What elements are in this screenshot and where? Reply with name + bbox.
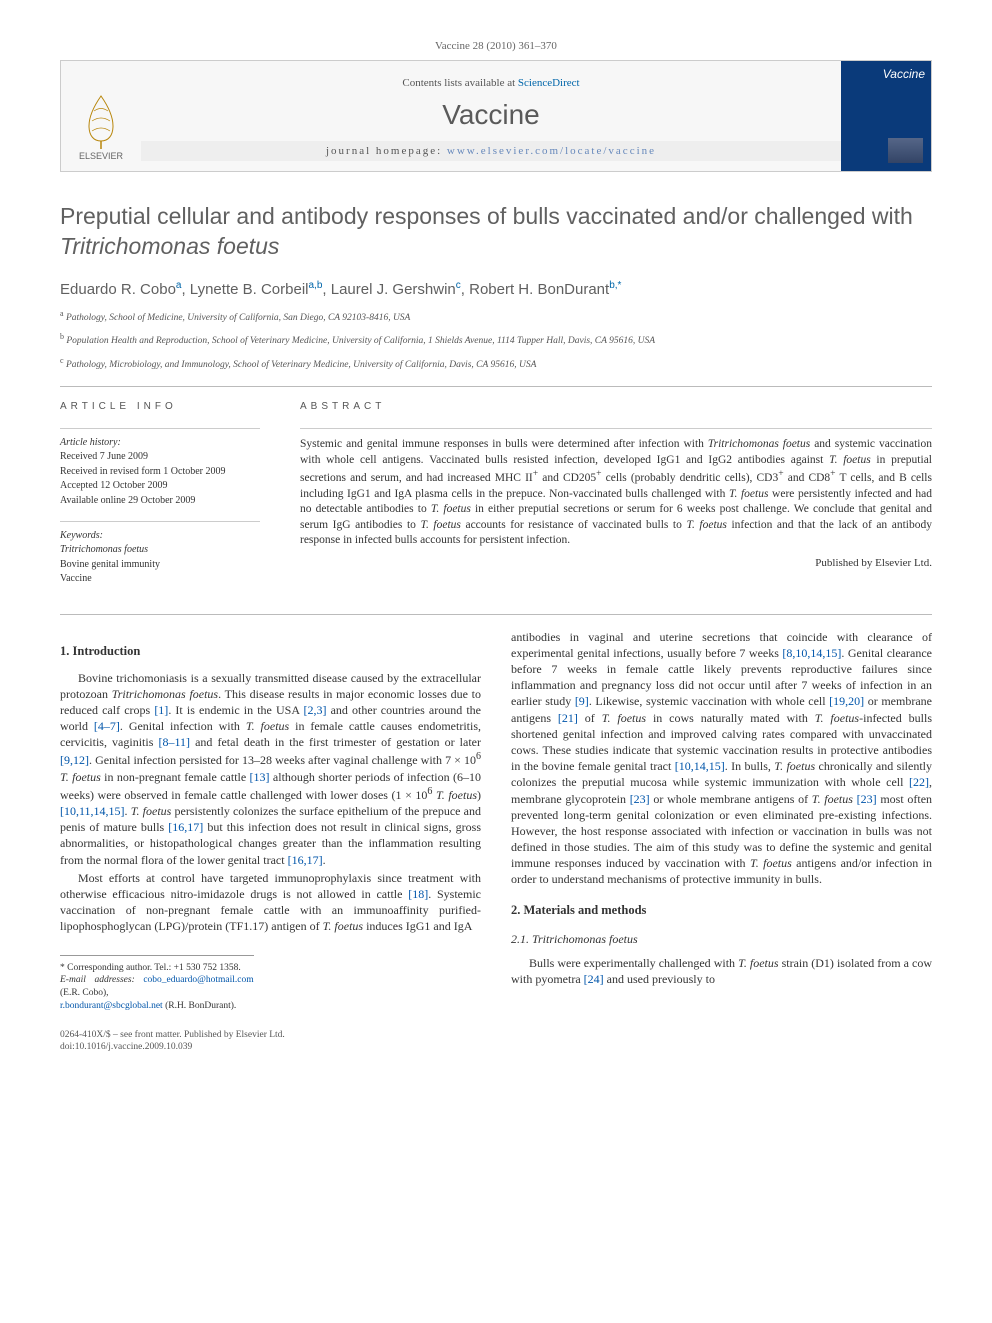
- keyword-2: Bovine genital immunity: [60, 558, 260, 572]
- history-accepted: Accepted 12 October 2009: [60, 479, 260, 493]
- corresponding-footnote: * Corresponding author. Tel.: +1 530 752…: [60, 955, 254, 1013]
- info-abstract-row: article info Article history: Received 7…: [60, 401, 932, 600]
- journal-title: Vaccine: [141, 99, 841, 131]
- top-rule: [60, 386, 932, 387]
- contents-available-line: Contents lists available at ScienceDirec…: [141, 77, 841, 89]
- article-title: Preputial cellular and antibody response…: [60, 202, 932, 262]
- history-received: Received 7 June 2009: [60, 450, 260, 464]
- banner-center: Contents lists available at ScienceDirec…: [141, 61, 841, 171]
- homepage-url[interactable]: www.elsevier.com/locate/vaccine: [447, 145, 656, 157]
- running-head: Vaccine 28 (2010) 361–370: [60, 40, 932, 52]
- email-2[interactable]: r.bondurant@sbcglobal.net: [60, 1001, 163, 1011]
- publisher-line: Published by Elsevier Ltd.: [300, 557, 932, 569]
- keywords-label: Keywords:: [60, 530, 260, 541]
- keyword-1: Tritrichomonas foetus: [60, 543, 260, 557]
- email-line: E-mail addresses: cobo_eduardo@hotmail.c…: [60, 974, 254, 1012]
- methods-heading: 2. Materials and methods: [511, 902, 932, 919]
- affiliation-a: a Pathology, School of Medicine, Univers…: [60, 308, 932, 325]
- cover-image-icon: [888, 138, 923, 163]
- methods-sub-1: 2.1. Tritrichomonas foetus: [511, 931, 932, 947]
- intro-para-3: antibodies in vaginal and uterine secret…: [511, 629, 932, 888]
- info-rule-2: [60, 521, 260, 522]
- cover-title: Vaccine: [883, 67, 925, 81]
- journal-banner: ELSEVIER Contents lists available at Sci…: [60, 60, 932, 172]
- article-info-col: article info Article history: Received 7…: [60, 401, 260, 600]
- author-list: Eduardo R. Coboa, Lynette B. Corbeila,b,…: [60, 280, 932, 298]
- info-rule-1: [60, 428, 260, 429]
- bottom-meta: 0264-410X/$ – see front matter. Publishe…: [60, 1029, 932, 1054]
- keywords-block: Keywords: Tritrichomonas foetus Bovine g…: [60, 530, 260, 586]
- doi-line: doi:10.1016/j.vaccine.2009.10.039: [60, 1041, 932, 1053]
- email-label: E-mail addresses:: [60, 975, 135, 985]
- title-species: Tritrichomonas foetus: [60, 233, 279, 259]
- history-block: Article history: Received 7 June 2009 Re…: [60, 437, 260, 507]
- affiliation-c: c Pathology, Microbiology, and Immunolog…: [60, 355, 932, 372]
- journal-cover-thumb: Vaccine: [841, 61, 931, 171]
- abstract-heading: abstract: [300, 401, 932, 412]
- corr-author-line: * Corresponding author. Tel.: +1 530 752…: [60, 962, 254, 975]
- issn-line: 0264-410X/$ – see front matter. Publishe…: [60, 1029, 932, 1041]
- keyword-3: Vaccine: [60, 572, 260, 586]
- abstract-rule: [300, 428, 932, 429]
- abstract-col: abstract Systemic and genital immune res…: [300, 401, 932, 600]
- intro-para-2: Most efforts at control have targeted im…: [60, 870, 481, 935]
- contents-label: Contents lists available at: [402, 77, 517, 89]
- elsevier-tree-icon: [74, 91, 129, 151]
- publisher-logo-block: ELSEVIER: [61, 61, 141, 171]
- abstract-text: Systemic and genital immune responses in…: [300, 437, 932, 548]
- homepage-strip: journal homepage: www.elsevier.com/locat…: [141, 141, 841, 161]
- affiliation-b: b Population Health and Reproduction, Sc…: [60, 331, 932, 348]
- history-online: Available online 29 October 2009: [60, 494, 260, 508]
- title-text: Preputial cellular and antibody response…: [60, 203, 913, 229]
- publisher-name: ELSEVIER: [79, 151, 123, 161]
- mid-rule: [60, 614, 932, 615]
- email-1-who: (E.R. Cobo),: [60, 988, 109, 998]
- article-info-heading: article info: [60, 401, 260, 412]
- sciencedirect-link[interactable]: ScienceDirect: [518, 77, 580, 89]
- affiliations-block: a Pathology, School of Medicine, Univers…: [60, 308, 932, 372]
- intro-para-1: Bovine trichomoniasis is a sexually tran…: [60, 670, 481, 868]
- methods-para-1: Bulls were experimentally challenged wit…: [511, 955, 932, 987]
- homepage-label: journal homepage:: [326, 145, 447, 157]
- body-two-column: 1. Introduction Bovine trichomoniasis is…: [60, 629, 932, 1013]
- intro-heading: 1. Introduction: [60, 643, 481, 660]
- history-label: Article history:: [60, 437, 260, 448]
- email-2-who: (R.H. BonDurant).: [163, 1001, 237, 1011]
- history-revised: Received in revised form 1 October 2009: [60, 465, 260, 479]
- email-1[interactable]: cobo_eduardo@hotmail.com: [143, 975, 253, 985]
